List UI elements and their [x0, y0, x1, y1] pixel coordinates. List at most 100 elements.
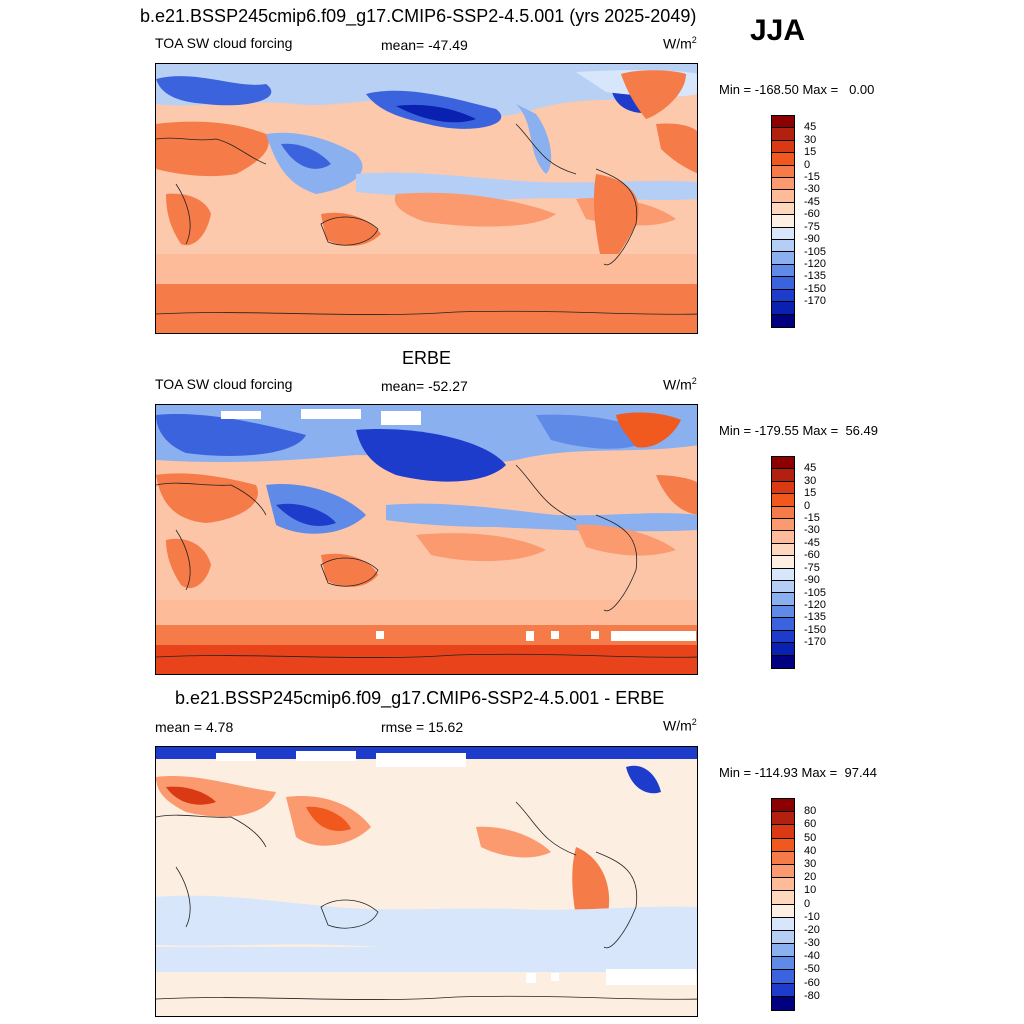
colorbar-swatch: [772, 851, 794, 865]
colorbar-swatch: [772, 215, 794, 228]
panel2-title: ERBE: [402, 348, 452, 368]
panel2-mean-label: mean= -52.27: [381, 378, 468, 394]
colorbar-tick-label: -15: [804, 171, 820, 184]
colorbar-swatch: [772, 531, 794, 544]
panel3-units-label: W/m2: [663, 717, 697, 734]
panel3-map: [155, 746, 698, 1017]
colorbar-tick-label: -50: [804, 963, 820, 976]
panel3-mean-label: mean = 4.78: [155, 719, 234, 735]
colorbar-tick-label: -45: [804, 536, 820, 549]
colorbar-tick-label: -135: [804, 270, 827, 283]
colorbar-tick-label: 10: [804, 884, 817, 897]
colorbar-swatch: [772, 944, 794, 958]
colorbar-swatch: [772, 227, 794, 241]
colorbar-swatch: [772, 917, 794, 931]
colorbar-tick-label: -60: [804, 976, 820, 989]
colorbar-swatch: [772, 202, 794, 216]
colorbar-tick-label: -150: [804, 282, 827, 295]
colorbar-tick-label: -90: [804, 233, 820, 246]
colorbar-tick-label: -75: [804, 220, 820, 233]
colorbar-swatch: [772, 277, 794, 290]
colorbar-swatch: [772, 252, 794, 265]
colorbar-tick-label: -150: [804, 623, 827, 636]
colorbar-tick-label: -45: [804, 195, 820, 208]
colorbar-swatch: [772, 190, 794, 203]
colorbar-tick-label: 30: [804, 857, 817, 870]
colorbar-swatch: [772, 128, 794, 141]
colorbar-tick-label: 15: [804, 146, 817, 159]
colorbar-tick-label: -60: [804, 549, 820, 562]
season-label: JJA: [750, 14, 806, 47]
colorbar-swatch: [772, 812, 794, 826]
panel2-map: [155, 404, 698, 675]
panel3-minmax: Min = -114.93 Max = 97.44: [719, 765, 878, 780]
colorbar-swatch: [772, 481, 794, 495]
panel2-colorbar: [771, 456, 795, 669]
colorbar-tick-label: -120: [804, 598, 827, 611]
colorbar-tick-label: 0: [804, 499, 811, 512]
colorbar-swatch: [772, 153, 794, 166]
colorbar-swatch: [772, 825, 794, 839]
panel2-variable-label: TOA SW cloud forcing: [155, 376, 293, 392]
colorbar-tick-label: 45: [804, 121, 817, 134]
panel1-colorbar: [771, 115, 795, 328]
colorbar-swatch: [772, 302, 794, 315]
panel1-units-label: W/m2: [663, 35, 697, 52]
colorbar-swatch: [772, 957, 794, 971]
colorbar-tick-label: -135: [804, 611, 827, 624]
figure-title: b.e21.BSSP245cmip6.f09_g17.CMIP6-SSP2-4.…: [140, 6, 697, 26]
panel3-rmse-label: rmse = 15.62: [381, 719, 464, 735]
colorbar-tick-label: -30: [804, 183, 820, 196]
colorbar-swatch: [772, 116, 794, 129]
colorbar-swatch: [772, 643, 794, 656]
colorbar-swatch: [772, 983, 794, 997]
colorbar-swatch: [772, 264, 794, 278]
panel2-map-field: [156, 405, 697, 674]
colorbar-tick-label: -20: [804, 923, 820, 936]
colorbar-swatch: [772, 655, 794, 668]
colorbar-tick-label: 15: [804, 487, 817, 500]
colorbar-swatch: [772, 519, 794, 532]
panel1-mean-label: mean= -47.49: [381, 37, 468, 53]
panel1-minmax: Min = -168.50 Max = 0.00: [719, 82, 875, 97]
colorbar-swatch: [772, 930, 794, 945]
colorbar-tick-label: -40: [804, 950, 820, 963]
panel1-map-field: [156, 64, 697, 333]
colorbar-swatch: [772, 581, 794, 594]
colorbar-tick-label: -60: [804, 208, 820, 221]
colorbar-tick-label: -80: [804, 989, 820, 1002]
panel3-colorbar: [771, 798, 795, 1011]
colorbar-swatch: [772, 605, 794, 619]
colorbar-swatch: [772, 469, 794, 482]
colorbar-swatch: [772, 289, 794, 303]
colorbar-swatch: [772, 891, 794, 905]
panel2-units-label: W/m2: [663, 376, 697, 393]
colorbar-swatch: [772, 970, 794, 984]
colorbar-tick-label: 20: [804, 871, 817, 884]
colorbar-tick-label: -170: [804, 636, 827, 649]
colorbar-tick-label: 60: [804, 818, 817, 831]
colorbar-swatch: [772, 799, 794, 813]
panel3-map-field: [156, 747, 697, 1016]
colorbar-swatch: [772, 593, 794, 606]
colorbar-tick-label: 80: [804, 805, 817, 818]
colorbar-swatch: [772, 838, 794, 852]
colorbar-swatch: [772, 996, 794, 1010]
colorbar-tick-label: -30: [804, 524, 820, 537]
colorbar-swatch: [772, 543, 794, 557]
colorbar-tick-label: 50: [804, 831, 817, 844]
colorbar-swatch: [772, 314, 794, 327]
colorbar-tick-label: 45: [804, 462, 817, 475]
colorbar-swatch: [772, 864, 794, 879]
colorbar-tick-label: -75: [804, 561, 820, 574]
colorbar-tick-label: 40: [804, 844, 817, 857]
panel2-minmax: Min = -179.55 Max = 56.49: [719, 423, 878, 438]
colorbar-swatch: [772, 165, 794, 179]
panel1-map: [155, 63, 698, 334]
colorbar-swatch: [772, 240, 794, 253]
colorbar-swatch: [772, 878, 794, 892]
colorbar-swatch: [772, 630, 794, 644]
colorbar-tick-label: -120: [804, 257, 827, 270]
colorbar-swatch: [772, 556, 794, 569]
colorbar-swatch: [772, 178, 794, 191]
